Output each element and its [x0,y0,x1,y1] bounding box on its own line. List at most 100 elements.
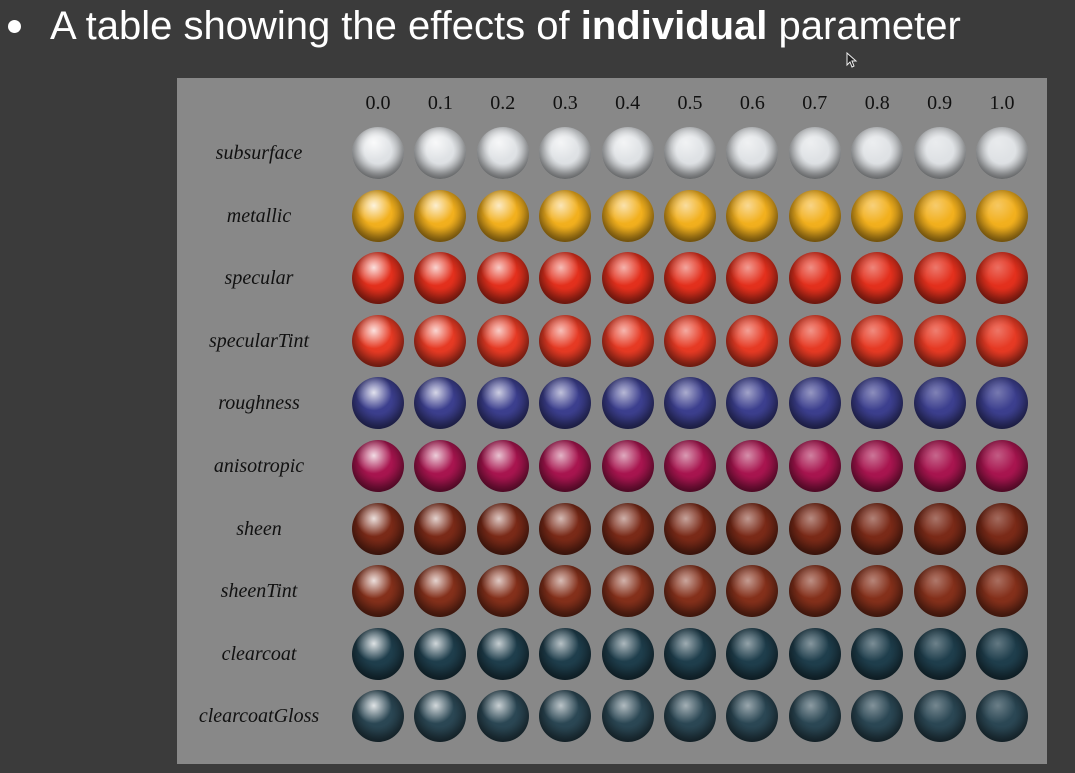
sphere-swatch [539,440,592,492]
sphere-swatch [664,690,716,743]
sphere-swatch [539,189,592,242]
column-header: 0.9 [927,92,953,114]
sphere-swatch [664,189,716,242]
row-label: clearcoat [221,642,297,665]
sphere-swatch [788,502,841,555]
sphere-swatch [476,627,529,680]
sphere-swatch [726,377,779,430]
sphere-swatch [976,440,1028,492]
column-header: 0.4 [615,92,641,114]
row-label: sheenTint [220,580,298,603]
sphere-swatch [476,690,529,743]
row-label: subsurface [215,142,303,164]
sphere-swatch [414,127,467,179]
sphere-swatch [539,690,592,743]
sphere-swatch [664,314,716,367]
sphere-swatch [976,189,1028,242]
sphere-swatch [726,690,779,743]
sphere-swatch [476,440,529,492]
sphere-swatch [352,252,404,305]
sphere-swatch [352,189,404,242]
parameter-table: 0.0 0.1 0.2 0.3 0.4 0.5 0.6 0.7 0.8 0.9 1.0 subsurf… [177,78,1047,764]
sphere-swatch [726,627,779,680]
bullet-bold: individual [580,4,768,48]
sphere-swatch [414,502,467,555]
sphere-swatch [788,189,841,242]
column-header: 0.1 [427,92,453,114]
sphere-swatch [601,627,654,680]
sphere-swatch [913,627,966,680]
mouse-pointer-icon [846,52,858,68]
sphere-swatch [913,690,966,743]
sphere-swatch [913,127,966,179]
sphere-swatch [352,377,404,430]
sphere-swatch [414,690,467,743]
sphere-swatch [476,377,529,430]
sphere-swatch [601,314,654,367]
sphere-swatch [414,377,467,430]
sphere-swatch [851,440,904,492]
sphere-swatch [788,627,841,680]
sphere-swatch [664,502,716,555]
sphere-swatch [601,440,654,492]
sphere-swatch [539,627,592,680]
sphere-swatch [601,189,654,242]
sphere-swatch [414,627,467,680]
sphere-swatch [913,189,966,242]
sphere-swatch [476,127,529,179]
column-header: 0.8 [864,92,890,114]
sphere-swatch [601,502,654,555]
sphere-swatch [601,252,654,305]
sphere-swatch [913,565,966,618]
sphere-swatch [414,314,467,367]
sphere-swatch [851,252,904,305]
sphere-swatch [664,627,716,680]
sphere-swatch [539,127,592,179]
column-header: 0.7 [802,92,828,114]
sphere-swatch [976,127,1028,179]
sphere-swatch [539,377,592,430]
sphere-swatch [851,377,904,430]
sphere-swatch [976,252,1028,305]
sphere-swatch [476,502,529,555]
sphere-swatch [913,502,966,555]
sphere-swatch [726,565,779,618]
sphere-swatch [788,314,841,367]
sphere-swatch [976,314,1028,367]
sphere-swatch [664,252,716,305]
sphere-swatch [539,565,592,618]
sphere-swatch [726,189,779,242]
row-label: sheen [236,517,282,540]
row-label: clearcoatGloss [198,705,320,728]
sphere-swatch [976,690,1028,743]
sphere-swatch [788,440,841,492]
row-label: roughness [218,392,300,415]
sphere-swatch [726,440,779,492]
sphere-swatch [664,440,716,492]
sphere-swatch [851,189,904,242]
sphere-swatch [726,127,779,179]
bullet-text: A table showing the effects of individua… [50,0,961,56]
sphere-swatch [664,565,716,618]
slide-bullet: A table showing the effects of individua… [0,0,1075,56]
sphere-swatch [414,252,467,305]
sphere-swatch [601,377,654,430]
sphere-swatch [851,627,904,680]
sphere-swatch [726,314,779,367]
bullet-prefix: A table showing the effects of [50,4,581,48]
sphere-swatch [788,252,841,305]
sphere-swatch [601,565,654,618]
column-header: 1.0 [989,92,1015,114]
sphere-swatch [726,502,779,555]
sphere-swatch [788,127,841,179]
sphere-swatch [414,565,467,618]
sphere-swatch [601,690,654,743]
sphere-swatch [476,252,529,305]
sphere-swatch [539,314,592,367]
sphere-swatch [976,627,1028,680]
sphere-swatch [352,502,404,555]
sphere-swatch [851,314,904,367]
column-header: 0.6 [739,92,765,114]
sphere-swatch [352,127,404,179]
sphere-swatch [851,127,904,179]
